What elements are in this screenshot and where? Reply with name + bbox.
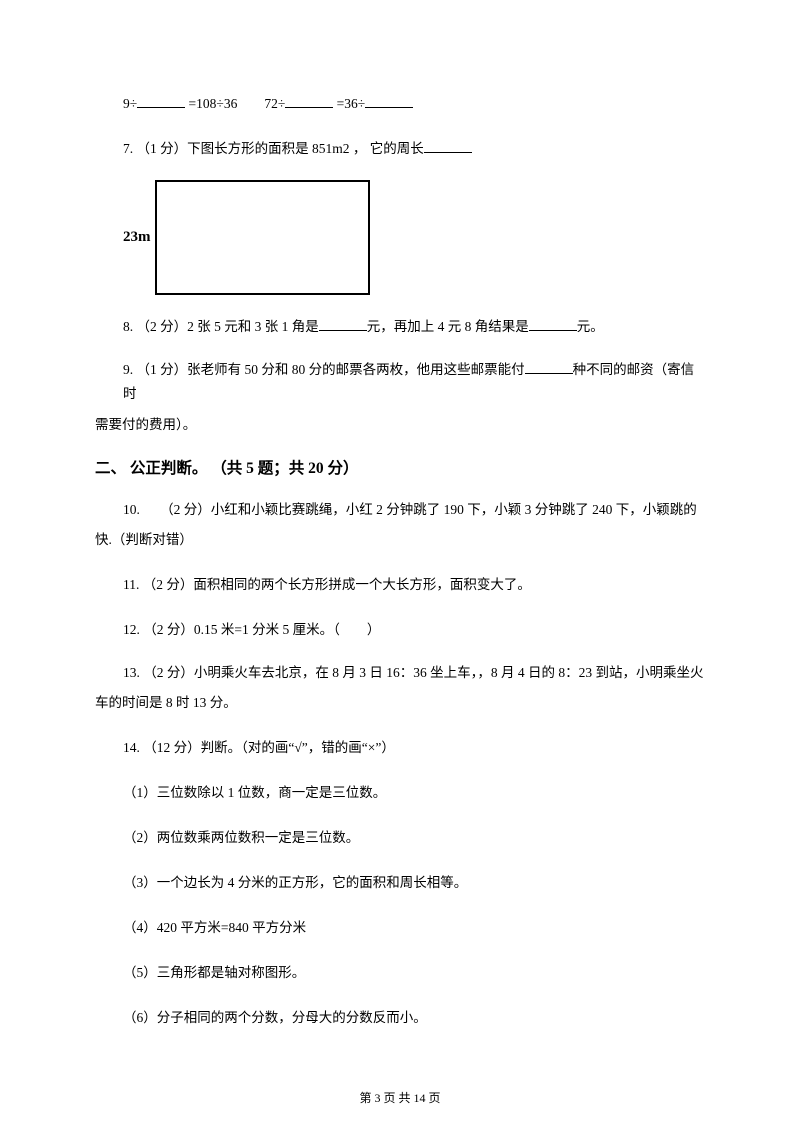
- q14-line: 14. （12 分）判断。（对的画“√”，错的画“×”）: [95, 734, 705, 761]
- q13-text-b: 车的时间是 8 时 13 分。: [95, 695, 237, 710]
- q8-text-b: 元，再加上 4 元 8 角结果是: [367, 319, 529, 334]
- q13-block: 13. （2 分）小明乘火车去北京，在 8 月 3 日 16：36 坐上车，，8…: [95, 661, 705, 716]
- q10-text-b: 快.（判断对错）: [95, 532, 193, 547]
- q14-1-line: （1）三位数除以 1 位数，商一定是三位数。: [95, 779, 705, 806]
- q6-text-c: =36÷: [333, 96, 365, 111]
- blank: [525, 361, 573, 375]
- q7-line: 7. （1 分）下图长方形的面积是 851m2 ， 它的周长: [95, 135, 705, 162]
- blank: [285, 95, 333, 109]
- q13-text-a: 13. （2 分）小明乘火车去北京，在 8 月 3 日 16：36 坐上车，，8…: [123, 665, 704, 680]
- q14-4-line: （4）420 平方米=840 平方分米: [95, 914, 705, 941]
- page-footer: 第 3 页 共 14 页: [0, 1089, 800, 1106]
- q7-text: 7. （1 分）下图长方形的面积是 851m2 ， 它的周长: [123, 141, 424, 156]
- section-2-title: 二、 公正判断。 （共 5 题；共 20 分）: [95, 456, 705, 478]
- q6-line: 9÷ =108÷36 72÷ =36÷: [95, 90, 705, 117]
- q6-text-a: 9÷: [123, 96, 137, 111]
- q9-text-a: 9. （1 分）张老师有 50 分和 80 分的邮票各两枚，他用这些邮票能付: [123, 362, 525, 377]
- q10-block: 10. （2 分）小红和小颖比赛跳绳，小红 2 分钟跳了 190 下，小颖 3 …: [95, 498, 705, 553]
- blank: [529, 318, 577, 332]
- q11-line: 11. （2 分）面积相同的两个长方形拼成一个大长方形，面积变大了。: [95, 571, 705, 598]
- rect-label: 23m: [123, 229, 151, 246]
- q14-2-line: （2）两位数乘两位数积一定是三位数。: [95, 824, 705, 851]
- blank: [365, 95, 413, 109]
- q14-3-line: （3）一个边长为 4 分米的正方形，它的面积和周长相等。: [95, 869, 705, 896]
- q8-line: 8. （2 分）2 张 5 元和 3 张 1 角是 元，再加上 4 元 8 角结果…: [95, 313, 705, 340]
- blank: [137, 95, 185, 109]
- q12-line: 12. （2 分）0.15 米=1 分米 5 厘米。（ ）: [95, 616, 705, 643]
- q9-block: 9. （1 分）张老师有 50 分和 80 分的邮票各两枚，他用这些邮票能付种不…: [95, 358, 705, 438]
- rect-box: [155, 180, 370, 295]
- q8-text-a: 8. （2 分）2 张 5 元和 3 张 1 角是: [123, 319, 319, 334]
- rectangle-figure: 23m: [123, 180, 705, 295]
- blank: [319, 318, 367, 332]
- q6-text-b: =108÷36 72÷: [185, 96, 285, 111]
- q8-text-c: 元。: [577, 319, 604, 334]
- q14-6-line: （6）分子相同的两个分数，分母大的分数反而小。: [95, 1004, 705, 1031]
- q10-text-a: 10. （2 分）小红和小颖比赛跳绳，小红 2 分钟跳了 190 下，小颖 3 …: [123, 502, 697, 517]
- q9-text-c: 需要付的费用）。: [95, 417, 196, 432]
- q14-5-line: （5）三角形都是轴对称图形。: [95, 959, 705, 986]
- blank: [424, 140, 472, 154]
